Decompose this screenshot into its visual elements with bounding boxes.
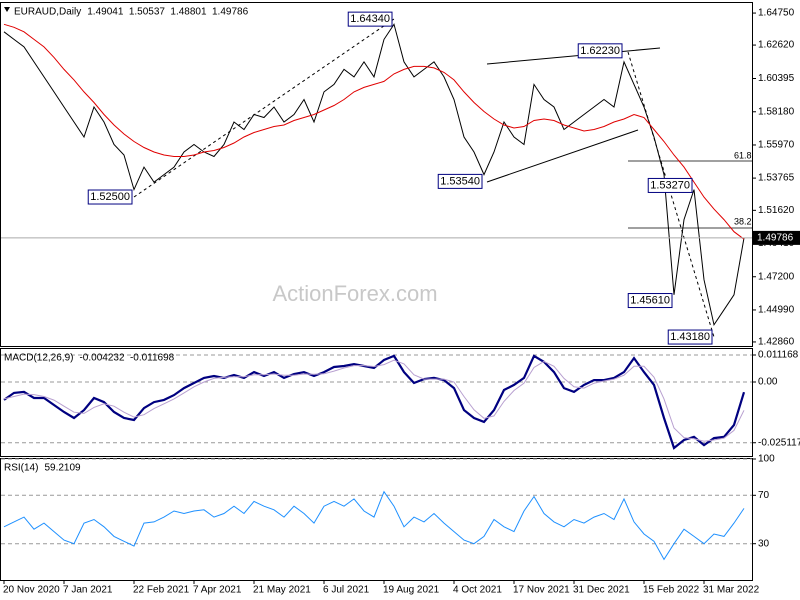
trend-line	[627, 51, 715, 338]
y-tick-label: 1.62620	[758, 40, 795, 51]
label-box	[437, 173, 483, 189]
menu-icon	[4, 7, 10, 12]
price-label: 1.53540	[440, 175, 480, 187]
readout: -0.004232	[79, 353, 124, 364]
fib-label: 61.8	[734, 150, 752, 160]
x-tick-label: 7 Jan 2021	[63, 585, 113, 596]
x-tick-label: 6 Jul 2021	[323, 585, 370, 596]
price-label: 1.52500	[90, 191, 130, 203]
readout: 1.49041	[87, 7, 124, 18]
readout: 59.2109	[44, 463, 81, 474]
series-line	[3, 359, 745, 442]
price-panel	[0, 2, 753, 347]
readout: -0.011698	[130, 353, 175, 364]
y-tick-label: 1.58180	[758, 106, 795, 117]
y-tick-label: 0.00	[758, 377, 778, 388]
x-tick-label: 15 Feb 2022	[643, 585, 700, 596]
panel-title: MACD(12,26,9)	[4, 353, 73, 364]
series-line	[3, 23, 745, 240]
x-tick-label: 7 Apr 2021	[193, 585, 242, 596]
watermark: ActionForex.com	[272, 281, 437, 306]
x-tick-label: 17 Nov 2021	[513, 585, 570, 596]
x-tick-label: 22 Feb 2021	[133, 585, 190, 596]
y-tick-label: 100	[758, 454, 775, 465]
x-tick-label: 31 Mar 2022	[703, 585, 760, 596]
series-line	[3, 354, 746, 450]
y-tick-label: 1.51620	[758, 205, 795, 216]
readout: 1.48801	[170, 7, 207, 18]
panel-title: EURAUD,Daily	[14, 7, 81, 18]
current-price-box	[753, 230, 800, 245]
y-tick-label: 0.011168	[758, 350, 799, 361]
y-tick-label: 70	[758, 490, 770, 501]
y-tick-label: -0.025117	[758, 437, 800, 448]
price-label: 1.43180	[670, 331, 710, 343]
label-box	[577, 43, 623, 59]
macd-panel	[0, 348, 753, 457]
price-label: 1.64340	[350, 13, 390, 25]
x-tick-label: 20 Nov 2020	[3, 585, 60, 596]
x-tick-label: 31 Dec 2021	[573, 585, 630, 596]
label-box	[627, 293, 673, 309]
price-label: 1.45610	[630, 295, 670, 307]
fib-label: 38.2	[734, 216, 752, 226]
y-tick-label: 1.42860	[758, 337, 795, 348]
current-price-label: 1.49786	[757, 233, 794, 244]
x-tick-label: 19 Aug 2021	[383, 585, 440, 596]
y-tick-label: 1.44990	[758, 305, 795, 316]
series-line	[3, 490, 745, 561]
channel-line	[486, 47, 661, 65]
label-box	[647, 177, 693, 193]
y-tick-label: 1.55970	[758, 140, 795, 151]
y-tick-label: 1.47200	[758, 271, 795, 282]
label-box	[347, 11, 393, 27]
panel-title: RSI(14)	[4, 463, 38, 474]
readout: 1.50537	[129, 7, 166, 18]
x-tick-label: 4 Oct 2021	[453, 585, 502, 596]
series-line	[3, 23, 745, 327]
channel-line	[486, 129, 639, 183]
price-label: 1.53270	[650, 179, 690, 191]
y-tick-label: 1.60395	[758, 73, 795, 84]
readout: 1.49786	[212, 7, 249, 18]
trend-line	[133, 18, 395, 198]
y-tick-label: 1.64750	[758, 8, 795, 19]
label-box	[87, 189, 133, 205]
x-tick-label: 21 May 2021	[253, 585, 311, 596]
rsi-panel	[0, 458, 753, 581]
label-box	[667, 329, 713, 345]
price-label: 1.62230	[580, 45, 620, 57]
y-tick-label: 30	[758, 538, 770, 549]
y-tick-label: 1.53765	[758, 173, 795, 184]
